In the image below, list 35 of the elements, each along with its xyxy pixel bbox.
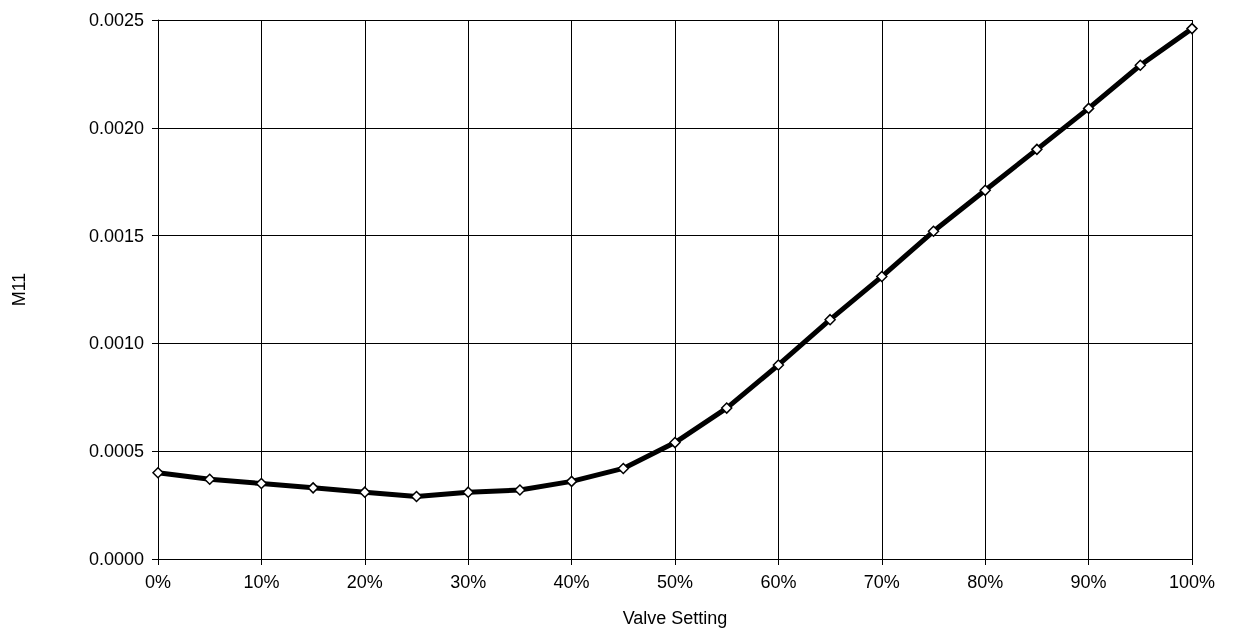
point — [772, 359, 785, 371]
y-tick-label: 0.0000 — [88, 549, 144, 569]
x-tick-label: 20% — [346, 572, 383, 592]
point — [1031, 143, 1043, 156]
point — [979, 184, 991, 197]
point — [1082, 102, 1095, 115]
y-tick-label: 0.0025 — [88, 10, 144, 30]
point — [824, 313, 836, 326]
x-tick-label: 40% — [553, 572, 590, 592]
point — [876, 270, 888, 283]
x-tick-label: 10% — [243, 572, 280, 592]
point — [669, 436, 681, 449]
point — [720, 402, 733, 414]
point — [927, 225, 940, 238]
y-tick-label: 0.0010 — [88, 333, 144, 354]
x-tick-label: 80% — [967, 572, 1004, 592]
y-tick-label: 0.0005 — [88, 441, 144, 462]
y-tick-label: 0.0020 — [88, 117, 144, 138]
x-tick-label: 70% — [863, 572, 900, 592]
y-tick-label: 0.0015 — [88, 225, 144, 246]
x-axis-title: Valve Setting — [622, 608, 728, 628]
point — [462, 486, 474, 498]
point — [1186, 22, 1198, 35]
point — [152, 467, 164, 479]
x-tick-label: 30% — [450, 572, 487, 592]
point — [307, 482, 319, 494]
x-tick-label: 60% — [760, 572, 797, 592]
x-tick-label: 100% — [1168, 572, 1216, 592]
x-tick-label: 50% — [656, 572, 694, 592]
point — [514, 484, 526, 496]
x-tick-label: 90% — [1070, 572, 1107, 592]
point — [1134, 59, 1147, 72]
x-tick-label: 0% — [144, 572, 172, 592]
y-axis-title: M11 — [9, 272, 29, 307]
point — [617, 462, 630, 475]
